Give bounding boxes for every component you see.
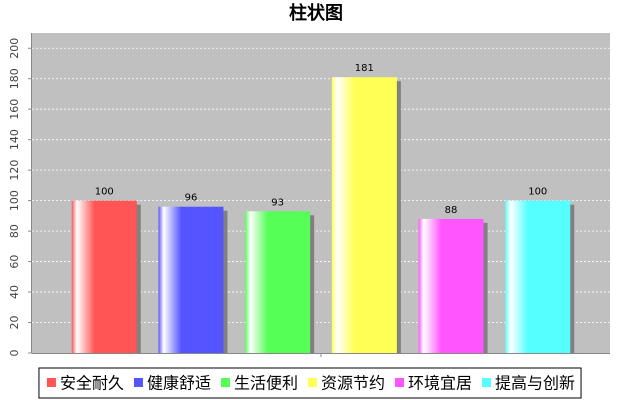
legend-label: 健康舒适 — [147, 374, 211, 393]
y-tick-label: 140 — [8, 129, 21, 150]
y-tick-label: 40 — [8, 285, 21, 299]
y-tick-label: 200 — [8, 38, 21, 59]
y-tick-label: 120 — [8, 160, 21, 181]
legend-label: 环境宜居 — [408, 374, 472, 393]
bar — [158, 206, 224, 353]
data-label: 88 — [445, 205, 458, 216]
data-label: 96 — [185, 193, 198, 204]
bar — [71, 200, 137, 353]
data-label: 181 — [355, 63, 374, 74]
legend-swatch — [482, 378, 492, 387]
legend-swatch — [133, 378, 143, 387]
bar — [505, 200, 571, 353]
y-tick-label: 160 — [8, 99, 21, 120]
legend-swatch — [220, 378, 230, 387]
legend-swatch — [46, 378, 56, 387]
legend-label: 提高与创新 — [495, 374, 575, 393]
legend-label: 生活便利 — [234, 374, 298, 393]
legend: 安全耐久 健康舒适 生活便利 资源节约 环境宜居 提高与创新 — [38, 367, 582, 399]
legend-label: 安全耐久 — [60, 374, 124, 393]
y-tick-label: 80 — [8, 224, 21, 238]
data-label: 100 — [95, 187, 114, 198]
legend-label: 资源节约 — [321, 374, 385, 393]
data-label: 93 — [271, 197, 284, 208]
legend-swatch — [308, 378, 317, 387]
y-tick-label: 0 — [8, 350, 21, 357]
bar — [245, 211, 311, 353]
bar — [331, 77, 397, 353]
y-tick-label: 100 — [8, 190, 21, 211]
legend-swatch — [395, 378, 405, 387]
y-tick-label: 180 — [8, 68, 21, 89]
chart-title: 柱状图 — [289, 2, 343, 24]
bar — [418, 218, 484, 353]
y-tick-label: 20 — [8, 316, 21, 330]
data-label: 100 — [528, 187, 547, 198]
y-tick-label: 60 — [8, 255, 21, 269]
